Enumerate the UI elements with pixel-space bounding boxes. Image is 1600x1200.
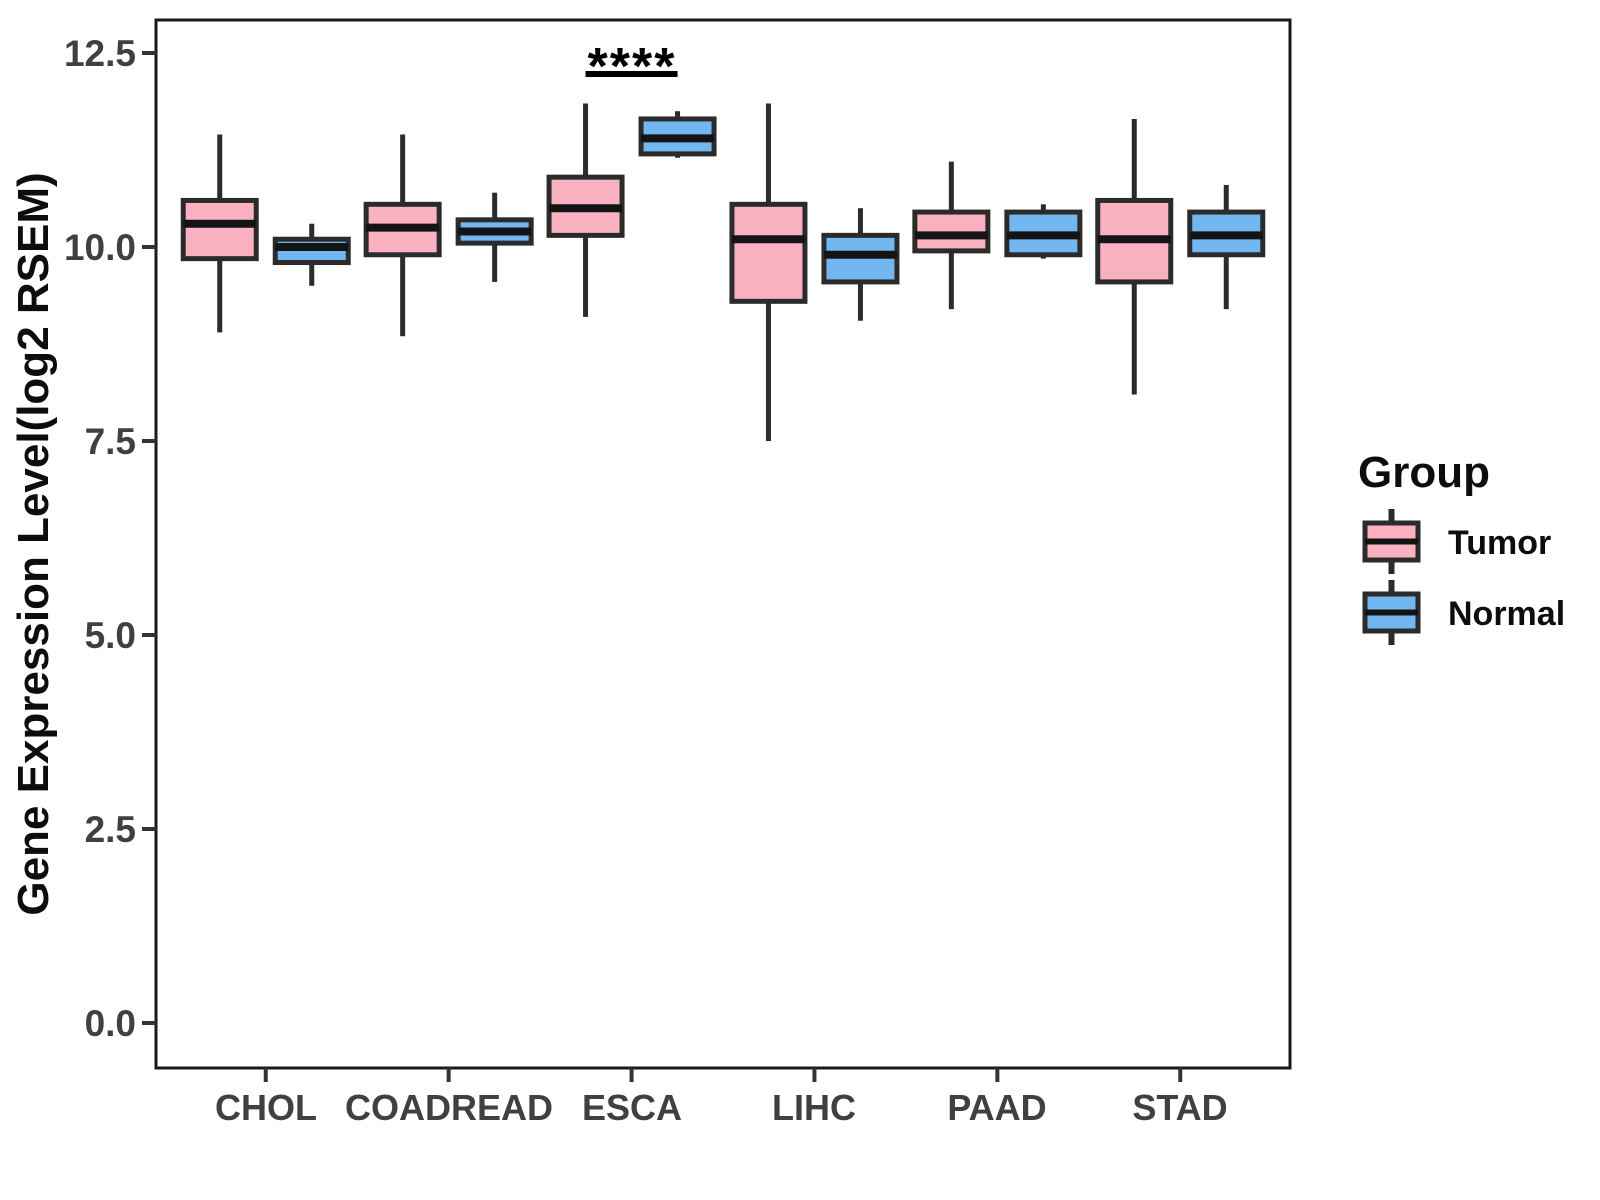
- x-cat-label-stad: STAD: [1132, 1087, 1227, 1128]
- box-tumor-lihc-iqr-box: [729, 201, 808, 304]
- legend-title: Group: [1358, 448, 1490, 497]
- y-tick-label-1: 2.5: [85, 809, 136, 850]
- x-cat-label-esca: ESCA: [582, 1087, 682, 1128]
- y-tick-label-0: 0.0: [85, 1003, 136, 1044]
- y-tick-label-2: 5.0: [85, 615, 136, 656]
- legend-label-normal: Normal: [1448, 595, 1565, 633]
- y-tick-label-3: 7.5: [85, 421, 136, 462]
- x-cat-label-chol: CHOL: [215, 1087, 317, 1128]
- plot-panel-border: [154, 18, 1292, 1070]
- y-tick-label-4: 10.0: [64, 227, 136, 268]
- box-tumor-chol-iqr-box: [180, 197, 259, 262]
- x-cat-label-coadread: COADREAD: [345, 1087, 553, 1128]
- y-axis-title: Gene Expression Level(log2 RSEM): [9, 172, 58, 915]
- significance-stars: ****: [588, 38, 677, 96]
- chart-render-layer: [142, 18, 1421, 1082]
- x-cat-label-paad: PAAD: [947, 1087, 1046, 1128]
- y-tick-label-5: 12.5: [64, 33, 136, 74]
- x-cat-label-lihc: LIHC: [772, 1087, 856, 1128]
- legend-label-tumor: Tumor: [1448, 524, 1551, 562]
